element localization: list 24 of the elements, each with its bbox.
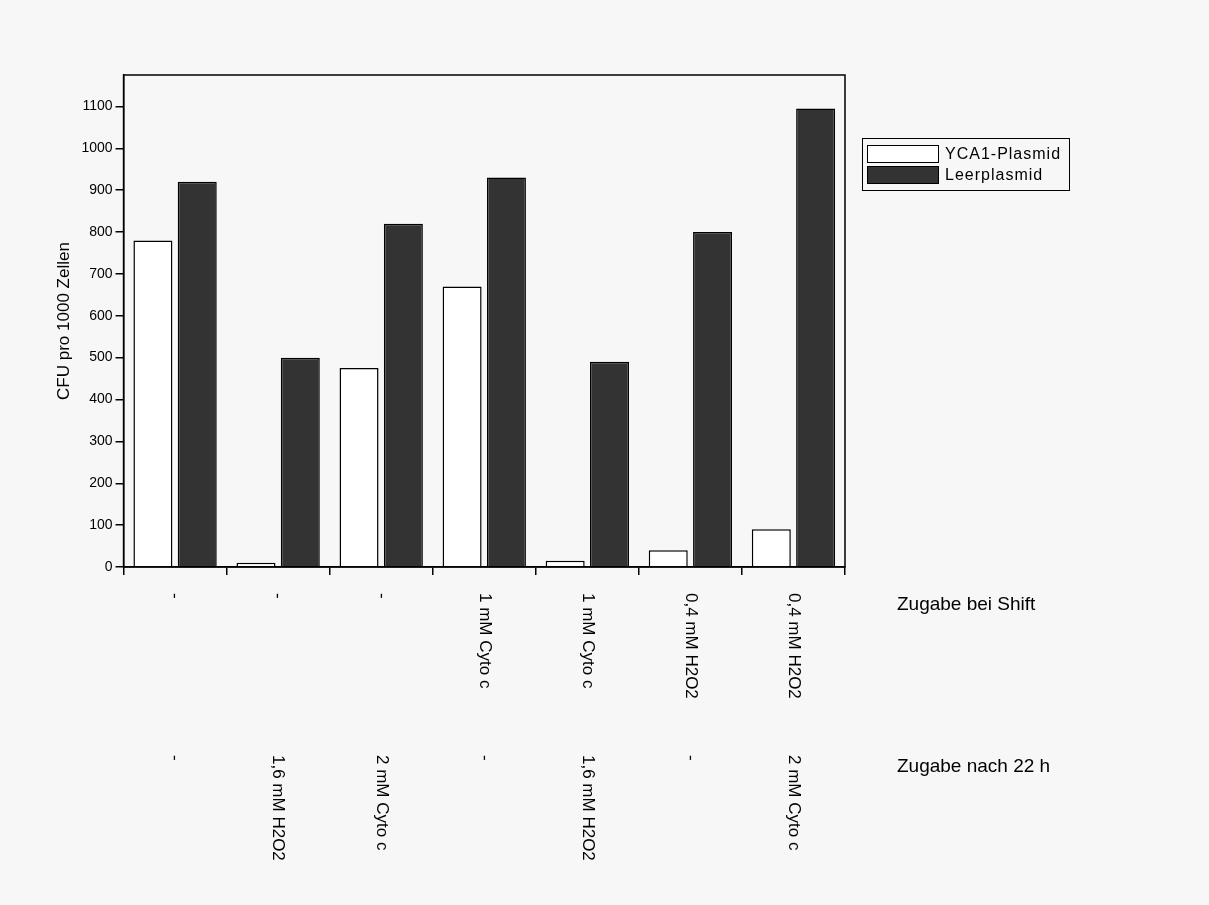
y-tick-label: 700 [89, 264, 113, 281]
category-label: 1 mM Cyto c 1,6 mM H2O2 [578, 593, 598, 861]
y-tick-label: 300 [89, 432, 113, 449]
y-tick-label: 0 [104, 557, 113, 574]
category-label: 0,4 mM H2O2 2 mM Cyto c [784, 593, 804, 851]
y-tick-label: 900 [89, 181, 113, 198]
y-tick-label: 100 [89, 515, 113, 532]
y-tick-label: 1100 [82, 97, 113, 114]
category-label: - 1,6 mM H2O2 [269, 593, 289, 861]
y-tick-label: 600 [89, 306, 113, 323]
y-tick-label: 200 [89, 474, 113, 491]
y-tick-label: 400 [89, 390, 113, 407]
text: Zugabe bei Shift [897, 593, 1037, 615]
category-label: - - [166, 593, 186, 761]
y-tick-label: 500 [89, 348, 113, 365]
y-tick-label: 1000 [81, 139, 113, 156]
y-tick-label: 800 [89, 222, 113, 239]
category-label: - 2 mM Cyto c [372, 593, 392, 851]
category-label: 1 mM Cyto c - [475, 593, 495, 761]
text: Zugabe nach 22 h [897, 755, 1051, 777]
legend-label: YCA1-Plasmid [945, 145, 1062, 163]
legend-label: Leerplasmid [945, 166, 1044, 184]
y-axis-title: CFU pro 1000 Zellen [53, 242, 73, 400]
category-label: 0,4 mM H2O2 - [681, 593, 701, 761]
